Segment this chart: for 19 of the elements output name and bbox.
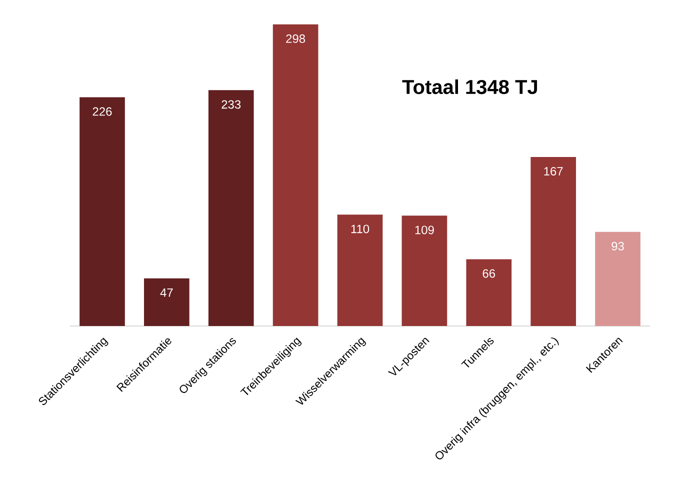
data-label: 110 bbox=[351, 224, 370, 234]
bar bbox=[337, 214, 383, 326]
data-label: 66 bbox=[482, 269, 496, 278]
bar bbox=[272, 24, 318, 326]
bar bbox=[595, 232, 640, 326]
text: Totaal 1348 TJ bbox=[402, 79, 537, 94]
data-label: 109 bbox=[415, 226, 434, 234]
bar bbox=[144, 278, 190, 326]
data-label: 226 bbox=[92, 107, 112, 116]
bar bbox=[208, 90, 254, 326]
data-label: 167 bbox=[544, 167, 563, 176]
data-label: 298 bbox=[286, 34, 306, 43]
data-label: 47 bbox=[160, 288, 173, 297]
bar bbox=[530, 156, 576, 326]
bar bbox=[402, 216, 448, 326]
data-label: 233 bbox=[222, 100, 241, 109]
bar bbox=[80, 97, 125, 326]
data-label: 93 bbox=[612, 242, 624, 250]
bar bbox=[466, 259, 512, 326]
